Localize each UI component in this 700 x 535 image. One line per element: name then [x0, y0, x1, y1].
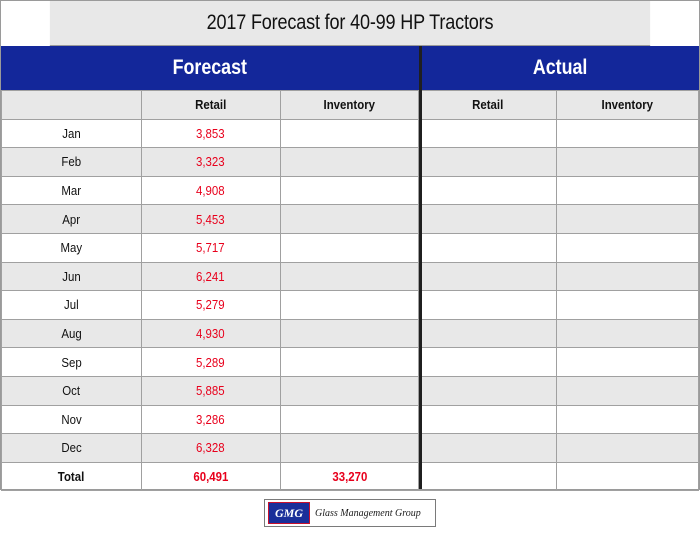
forecast-section-header: Forecast — [1, 46, 419, 90]
forecast-inventory-cell — [280, 119, 419, 148]
total-row: Total 60,491 33,270 — [2, 462, 699, 491]
actual-inventory-cell — [557, 291, 699, 320]
forecast-inventory-cell — [280, 205, 419, 234]
forecast-inventory-cell — [280, 405, 419, 434]
table-row: Mar 4,908 — [2, 176, 699, 205]
actual-retail-cell — [419, 262, 557, 291]
forecast-retail-cell: 3,323 — [141, 148, 280, 177]
month-cell: Sep — [2, 348, 142, 377]
column-header-actual-retail: Retail — [419, 91, 557, 120]
forecast-inventory-cell — [280, 376, 419, 405]
actual-retail-cell — [419, 319, 557, 348]
forecast-inventory-cell — [280, 233, 419, 262]
forecast-inventory-cell — [280, 176, 419, 205]
forecast-retail-cell: 4,930 — [141, 319, 280, 348]
forecast-inventory-cell — [280, 148, 419, 177]
forecast-inventory-cell — [280, 319, 419, 348]
actual-inventory-cell — [557, 434, 699, 463]
forecast-section-label: Forecast — [173, 56, 247, 80]
table-row: Jan 3,853 — [2, 119, 699, 148]
forecast-retail-cell: 5,289 — [141, 348, 280, 377]
actual-inventory-cell — [557, 348, 699, 377]
forecast-retail-cell: 3,286 — [141, 405, 280, 434]
gmg-logo-mark: GMG — [268, 502, 310, 524]
actual-section-header: Actual — [422, 46, 699, 90]
month-cell: Jun — [2, 262, 142, 291]
forecast-table: Retail Inventory Retail Inventory Jan 3,8… — [1, 90, 699, 491]
actual-section-label: Actual — [533, 56, 588, 80]
actual-inventory-cell — [557, 405, 699, 434]
month-cell: Mar — [2, 176, 142, 205]
forecast-retail-cell: 5,885 — [141, 376, 280, 405]
month-cell: Dec — [2, 434, 142, 463]
actual-inventory-cell — [557, 233, 699, 262]
table-row: Apr 5,453 — [2, 205, 699, 234]
actual-retail-cell — [419, 148, 557, 177]
forecast-inventory-cell — [280, 434, 419, 463]
table-row: Oct 5,885 — [2, 376, 699, 405]
forecast-inventory-cell — [280, 348, 419, 377]
forecast-retail-cell: 6,241 — [141, 262, 280, 291]
actual-retail-cell — [419, 233, 557, 262]
month-cell: Nov — [2, 405, 142, 434]
actual-inventory-cell — [557, 176, 699, 205]
total-label: Total — [2, 462, 142, 491]
table-row: May 5,717 — [2, 233, 699, 262]
column-header-row: Retail Inventory Retail Inventory — [2, 91, 699, 120]
forecast-inventory-cell — [280, 262, 419, 291]
forecast-retail-cell: 5,279 — [141, 291, 280, 320]
month-cell: Apr — [2, 205, 142, 234]
actual-inventory-cell — [557, 205, 699, 234]
table-row: Dec 6,328 — [2, 434, 699, 463]
actual-retail-cell — [419, 434, 557, 463]
table-row: Nov 3,286 — [2, 405, 699, 434]
month-cell: May — [2, 233, 142, 262]
actual-inventory-cell — [557, 262, 699, 291]
total-forecast-inventory: 33,270 — [280, 462, 419, 491]
table-row: Aug 4,930 — [2, 319, 699, 348]
column-header-actual-inventory: Inventory — [557, 91, 699, 120]
table-row: Feb 3,323 — [2, 148, 699, 177]
gmg-logo: GMG Glass Management Group — [264, 499, 436, 527]
table-row: Jul 5,279 — [2, 291, 699, 320]
gmg-logo-name: Glass Management Group — [315, 508, 421, 519]
month-cell: Feb — [2, 148, 142, 177]
column-header-forecast-retail: Retail — [141, 91, 280, 120]
column-header-month — [2, 91, 142, 120]
total-actual-retail — [419, 462, 557, 491]
actual-inventory-cell — [557, 148, 699, 177]
actual-retail-cell — [419, 405, 557, 434]
actual-inventory-cell — [557, 119, 699, 148]
page-title: 2017 Forecast for 40-99 HP Tractors — [50, 1, 650, 46]
month-cell: Aug — [2, 319, 142, 348]
forecast-retail-cell: 3,853 — [141, 119, 280, 148]
actual-inventory-cell — [557, 319, 699, 348]
forecast-retail-cell: 5,453 — [141, 205, 280, 234]
table-row: Sep 5,289 — [2, 348, 699, 377]
column-header-forecast-inventory: Inventory — [280, 91, 419, 120]
forecast-inventory-cell — [280, 291, 419, 320]
section-divider — [419, 46, 422, 489]
forecast-retail-cell: 4,908 — [141, 176, 280, 205]
actual-inventory-cell — [557, 376, 699, 405]
actual-retail-cell — [419, 376, 557, 405]
actual-retail-cell — [419, 205, 557, 234]
total-actual-inventory — [557, 462, 699, 491]
actual-retail-cell — [419, 119, 557, 148]
forecast-retail-cell: 6,328 — [141, 434, 280, 463]
total-forecast-retail: 60,491 — [141, 462, 280, 491]
month-cell: Oct — [2, 376, 142, 405]
forecast-retail-cell: 5,717 — [141, 233, 280, 262]
month-cell: Jul — [2, 291, 142, 320]
table-row: Jun 6,241 — [2, 262, 699, 291]
month-cell: Jan — [2, 119, 142, 148]
forecast-table-frame: 2017 Forecast for 40-99 HP Tractors Fore… — [0, 0, 700, 490]
actual-retail-cell — [419, 176, 557, 205]
actual-retail-cell — [419, 348, 557, 377]
actual-retail-cell — [419, 291, 557, 320]
